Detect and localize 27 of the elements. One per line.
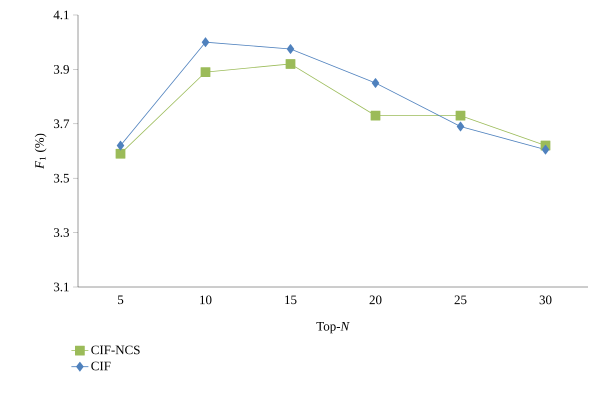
point (200, 67, 210, 77)
point (456, 110, 466, 121)
x-axis-title: Top-N (316, 322, 350, 334)
point (116, 148, 126, 159)
x-tick-label: 20 (370, 296, 382, 304)
x-tick-label: 10 (200, 296, 212, 304)
point (202, 37, 210, 48)
legend-label: CIF-NCS (91, 346, 140, 354)
y-tick-label: 3.7 (54, 119, 70, 128)
point (116, 140, 124, 150)
y-tick-label: 4.1 (54, 10, 69, 20)
y-tick-label: 3.9 (54, 65, 69, 74)
legend-label: CIF (91, 362, 110, 370)
y-axis-title: F$_{1}$ (%) (34, 134, 46, 169)
point (372, 78, 380, 88)
point (542, 144, 550, 155)
point (370, 110, 380, 121)
y-tick-label: 3.5 (54, 174, 69, 183)
point (456, 122, 464, 132)
point (286, 59, 296, 69)
y-tick-label: 3.1 (54, 282, 69, 292)
x-tick-label: 30 (540, 296, 552, 304)
point (286, 44, 294, 54)
y-tick-label: 3.3 (54, 228, 69, 237)
x-tick-label: 15 (285, 296, 296, 304)
x-tick-label: 5 (118, 296, 124, 304)
x-tick-label: 25 (454, 296, 466, 304)
